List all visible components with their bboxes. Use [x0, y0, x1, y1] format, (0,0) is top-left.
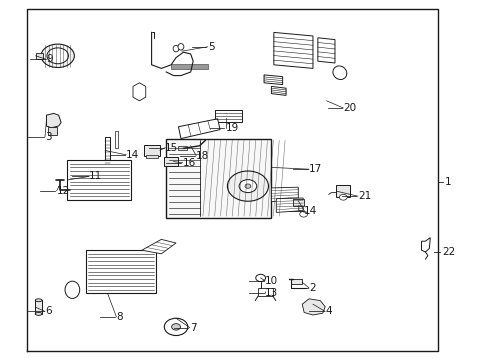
Text: 15: 15 — [165, 143, 178, 153]
Circle shape — [164, 318, 187, 336]
Text: 20: 20 — [343, 103, 356, 113]
Bar — [36, 53, 43, 59]
Text: 10: 10 — [264, 276, 278, 286]
Text: 9: 9 — [46, 54, 53, 64]
Text: 1: 1 — [444, 177, 451, 187]
Polygon shape — [178, 119, 220, 139]
Bar — [293, 199, 304, 206]
Bar — [163, 157, 178, 166]
Ellipse shape — [41, 44, 74, 68]
Bar — [105, 137, 110, 164]
Circle shape — [227, 171, 268, 201]
Bar — [145, 155, 158, 158]
Text: 2: 2 — [308, 283, 315, 293]
Text: 22: 22 — [442, 247, 455, 257]
Bar — [115, 131, 118, 148]
Text: 3: 3 — [45, 132, 52, 142]
Text: 13: 13 — [264, 288, 278, 298]
Polygon shape — [264, 75, 282, 85]
Text: 7: 7 — [189, 323, 196, 333]
Text: 6: 6 — [45, 306, 52, 316]
Circle shape — [299, 211, 307, 217]
Ellipse shape — [35, 312, 42, 315]
Polygon shape — [276, 198, 303, 212]
Polygon shape — [271, 86, 285, 95]
Ellipse shape — [173, 45, 179, 52]
Bar — [290, 279, 301, 284]
Bar — [48, 127, 57, 135]
Ellipse shape — [35, 299, 42, 302]
Text: 14: 14 — [126, 150, 139, 160]
Polygon shape — [271, 187, 298, 202]
Circle shape — [47, 48, 68, 64]
Polygon shape — [46, 113, 61, 128]
Bar — [171, 64, 207, 69]
Polygon shape — [421, 238, 429, 252]
Text: 11: 11 — [89, 171, 102, 181]
Text: 18: 18 — [196, 150, 209, 161]
Text: 12: 12 — [57, 186, 70, 196]
Text: 5: 5 — [207, 42, 214, 52]
Bar — [166, 139, 271, 218]
Bar — [336, 185, 349, 197]
Circle shape — [255, 274, 265, 282]
Text: 17: 17 — [308, 164, 322, 174]
Bar — [35, 300, 42, 314]
Text: 8: 8 — [116, 312, 123, 322]
Polygon shape — [142, 239, 176, 254]
Ellipse shape — [65, 281, 80, 298]
Circle shape — [244, 184, 250, 188]
Polygon shape — [273, 32, 312, 68]
Bar — [215, 110, 242, 122]
Circle shape — [171, 324, 180, 330]
Ellipse shape — [178, 44, 183, 50]
Text: 19: 19 — [225, 123, 239, 133]
Circle shape — [239, 180, 256, 193]
Ellipse shape — [332, 66, 346, 80]
Circle shape — [339, 194, 346, 200]
Text: 14: 14 — [304, 206, 317, 216]
Bar — [67, 160, 131, 200]
Text: 21: 21 — [357, 191, 370, 201]
Bar — [85, 250, 156, 293]
Bar — [144, 145, 160, 156]
Bar — [178, 146, 187, 150]
Polygon shape — [133, 83, 145, 101]
Text: 16: 16 — [182, 158, 195, 168]
Text: 4: 4 — [325, 306, 331, 316]
Polygon shape — [302, 299, 325, 315]
Polygon shape — [317, 38, 334, 63]
Bar — [258, 288, 272, 296]
